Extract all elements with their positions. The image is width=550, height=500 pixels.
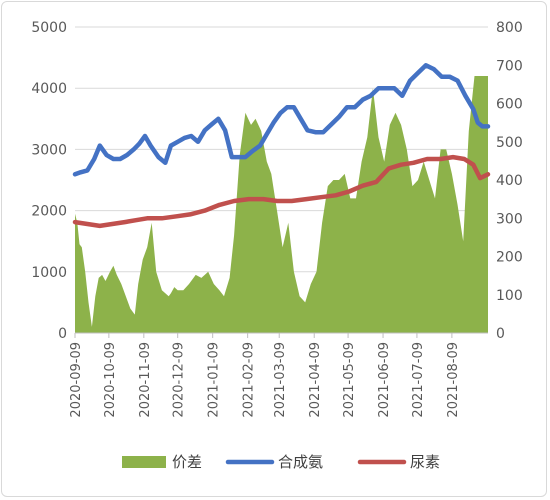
- y-right-tick-label: 500: [496, 135, 523, 151]
- x-tick-label: 2021-07-09: [411, 342, 426, 418]
- y-right-tick-label: 600: [496, 97, 523, 113]
- series-area-spread: [75, 76, 488, 333]
- x-tick-label: 2020-10-09: [103, 342, 118, 418]
- y-left-tick-label: 5000: [31, 20, 67, 36]
- y-left-tick-label: 1000: [31, 265, 67, 281]
- x-tick-label: 2020-12-09: [172, 342, 187, 418]
- axes: 0 1000 2000 3000 4000 5000 0 100 200 300 400 500 600…: [31, 20, 522, 418]
- x-tick-label: 2020-11-09: [138, 342, 153, 418]
- legend-spread-swatch: [122, 456, 166, 468]
- x-tick-label: 2020-09-09: [69, 342, 84, 418]
- y-right-tick-label: 0: [496, 326, 505, 342]
- x-tick-label: 2021-04-09: [308, 342, 323, 418]
- spread-area: [75, 76, 488, 333]
- y-left-tick-label: 2000: [31, 204, 67, 220]
- y-left-tick-label: 0: [58, 326, 67, 342]
- y-right-tick-label: 300: [496, 211, 523, 227]
- legend-ammonia-label: 合成氨: [278, 453, 323, 471]
- x-tick-label: 2021-03-09: [273, 342, 288, 418]
- legend: 价差 合成氨 尿素: [122, 453, 440, 471]
- y-right-tick-label: 400: [496, 173, 523, 189]
- y-right-tick-label: 700: [496, 58, 523, 74]
- x-tick-label: 2021-06-09: [377, 342, 392, 418]
- x-tick-label: 2021-08-09: [446, 342, 461, 418]
- x-tick-label: 2021-02-09: [242, 342, 257, 418]
- x-tick-label: 2021-01-09: [207, 342, 222, 418]
- y-right-tick-label: 800: [496, 20, 523, 36]
- x-tick-label: 2021-05-09: [342, 342, 357, 418]
- series-lines: [72, 63, 491, 229]
- legend-spread-label: 价差: [172, 453, 202, 471]
- y-right-tick-label: 100: [496, 288, 523, 304]
- series-line-urea: [72, 154, 491, 229]
- y-left-tick-label: 4000: [31, 81, 67, 97]
- y-left-tick-label: 3000: [31, 142, 67, 158]
- y-right-tick-label: 200: [496, 250, 523, 266]
- series-line-ammonia: [72, 63, 491, 177]
- legend-urea-label: 尿素: [410, 453, 440, 471]
